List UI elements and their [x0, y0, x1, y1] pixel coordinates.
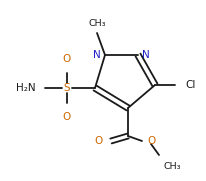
Text: CH₃: CH₃ — [163, 162, 181, 171]
Text: S: S — [63, 83, 70, 93]
Text: O: O — [94, 136, 103, 146]
Text: O: O — [146, 136, 154, 146]
Text: H₂N: H₂N — [16, 83, 36, 93]
Text: N: N — [93, 50, 101, 60]
Text: O: O — [63, 112, 71, 122]
Text: Cl: Cl — [184, 80, 194, 90]
Text: CH₃: CH₃ — [88, 19, 105, 28]
Text: N: N — [141, 50, 149, 60]
Text: O: O — [63, 54, 71, 64]
